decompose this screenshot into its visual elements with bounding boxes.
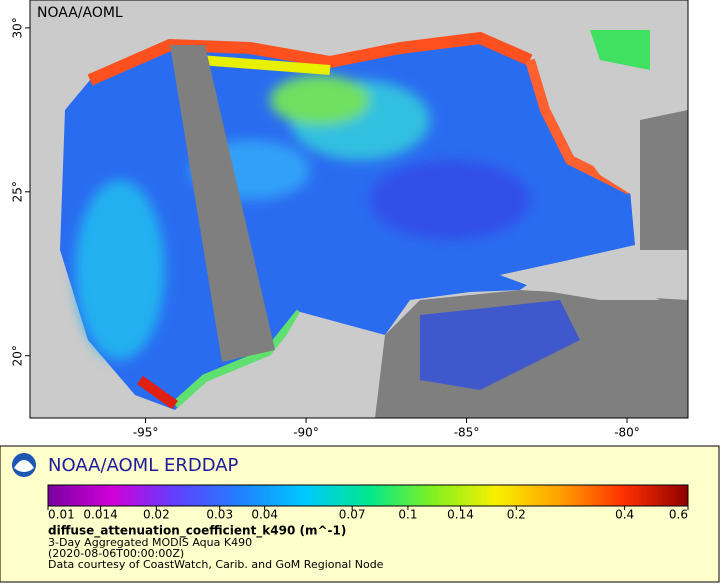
y-tick-label: 20° — [11, 345, 25, 366]
map-title: NOAA/AOML — [37, 5, 123, 21]
info-line: Data courtesy of CoastWatch, Carib. and … — [48, 558, 384, 571]
legend-panel — [0, 445, 720, 583]
x-tick-label: -80° — [614, 426, 640, 440]
y-tick-label: 30° — [11, 17, 25, 38]
info-line: 3-Day Aggregated MODIS Aqua K490 — [48, 536, 252, 549]
colorbar-tick-label: 0.03 — [206, 508, 233, 522]
colorbar-tick-label: 0.14 — [447, 508, 474, 522]
colorbar — [47, 484, 689, 507]
x-tick-label: -85° — [454, 426, 480, 440]
colorbar-tick-label: 0.2 — [507, 508, 526, 522]
x-tick-label: -95° — [133, 426, 159, 440]
x-tick-label: -90° — [293, 426, 319, 440]
logo-gull — [14, 460, 34, 472]
colorbar-tick-label: 0.014 — [83, 508, 117, 522]
colorbar-tick-label: 0.1 — [398, 508, 417, 522]
map-image — [30, 0, 688, 418]
colorbar-tick-label: 0.02 — [143, 508, 170, 522]
variable-name: diffuse_attenuation_coefficient_k490 (m^… — [48, 524, 346, 539]
y-tick-label: 25° — [11, 181, 25, 202]
logo-title: NOAA/AOML ERDDAP — [48, 455, 239, 476]
colorbar-tick-label: 0.07 — [339, 508, 366, 522]
colorbar-tick-label: 0.4 — [615, 508, 634, 522]
map-frame — [29, 0, 689, 419]
colorbar-tick-label: 0.6 — [669, 508, 688, 522]
colorbar-tick-label: 0.04 — [251, 508, 278, 522]
colorbar-tick-label: 0.01 — [48, 508, 75, 522]
info-line: (2020-08-06T00:00:00Z) — [48, 547, 184, 560]
